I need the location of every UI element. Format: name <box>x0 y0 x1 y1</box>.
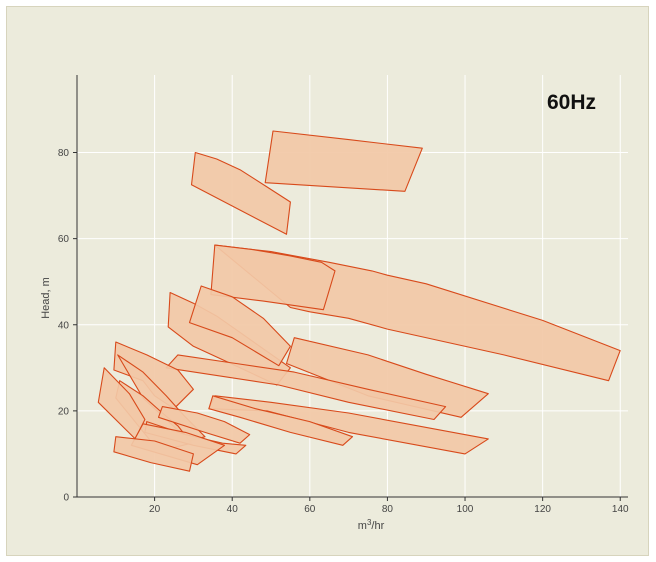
operating-range-area <box>264 130 423 192</box>
y-axis-title: Head, m <box>40 277 52 319</box>
y-tick-label: 80 <box>58 148 70 159</box>
x-tick-label: 80 <box>382 504 394 515</box>
operating-range-area <box>285 337 489 418</box>
x-tick-label: 60 <box>304 504 316 515</box>
x-tick-label: 20 <box>149 504 161 515</box>
area-layer <box>97 130 621 472</box>
x-tick-label: 40 <box>227 504 239 515</box>
y-tick-label: 20 <box>58 406 70 417</box>
operating-range-area <box>188 285 291 367</box>
tick-label-layer: 0 20 40 60 80 20 40 60 80 100 120 140 <box>58 148 629 515</box>
operating-range-area <box>113 436 194 472</box>
chart-title: 60Hz <box>547 91 596 114</box>
operating-range-area <box>190 151 291 235</box>
operating-range-area <box>157 406 251 444</box>
y-tick-label: 0 <box>63 493 69 504</box>
x-axis-title: m3/hr <box>358 518 385 532</box>
y-tick-label: 40 <box>58 320 70 331</box>
x-tick-label: 100 <box>457 504 474 515</box>
x-tick-label: 140 <box>612 504 629 515</box>
x-tick-label: 120 <box>534 504 551 515</box>
operating-range-area <box>165 354 447 421</box>
y-tick-label: 60 <box>58 234 70 245</box>
axis-layer <box>73 75 628 501</box>
operating-range-area <box>208 395 354 446</box>
